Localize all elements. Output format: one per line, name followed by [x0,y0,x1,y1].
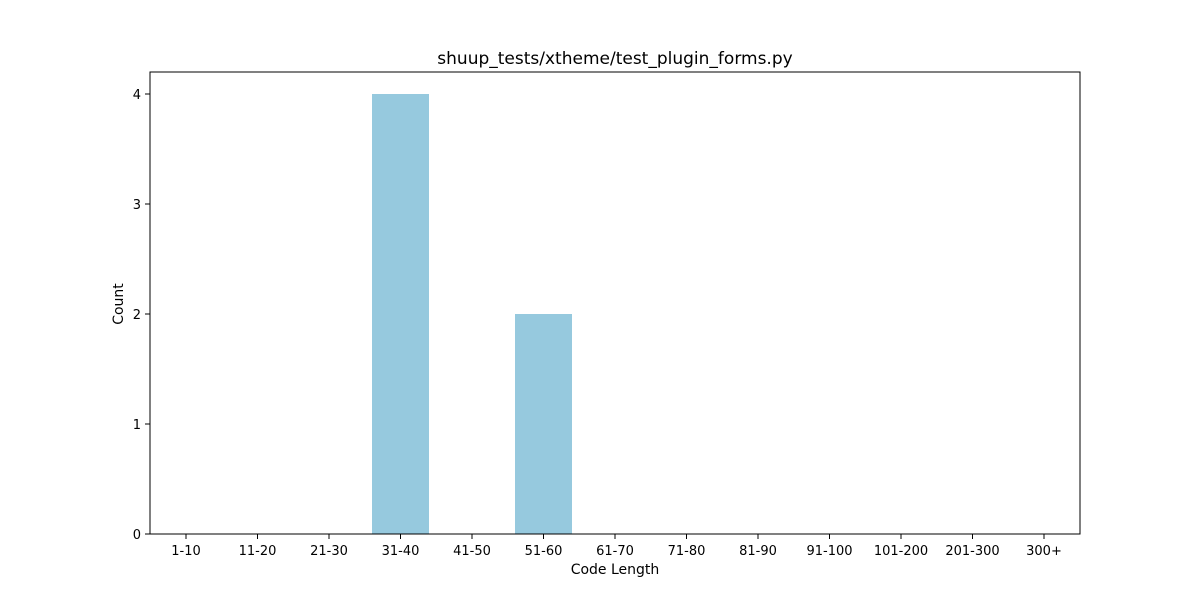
axes-layer: 1-10 11-20 21-30 31-40 41-50 51-60 61-70 71-80 8… [133,71,1081,559]
x-tick-label: 201-300 [945,544,999,559]
x-tick-label: 31-40 [382,544,420,559]
y-tick-label: 4 [133,88,141,103]
x-tick-label: 1-10 [171,544,201,559]
plot-frame [149,71,1081,535]
x-tick-label: 51-60 [525,544,563,559]
bars-layer [372,94,572,534]
x-tick-label: 81-90 [739,544,777,559]
x-tick-label: 101-200 [874,544,928,559]
x-tick-label: 11-20 [239,544,277,559]
y-tick-label: 0 [133,528,141,543]
x-tick-label: 91-100 [806,544,852,559]
y-tick-label: 3 [133,198,141,213]
x-tick-label: 21-30 [310,544,348,559]
x-tick-label: 41-50 [453,544,491,559]
chart-title: shuup_tests/xtheme/test_plugin_forms.py [437,49,792,69]
x-tick-label: 300+ [1026,544,1062,559]
x-tick-label: 71-80 [668,544,706,559]
y-tick-label: 2 [133,308,141,323]
x-tick-label: 61-70 [596,544,634,559]
bar-31-40 [372,94,429,534]
x-axis-label: Code Length [571,562,660,578]
y-tick-label: 1 [133,418,141,433]
bar-51-60 [515,314,572,534]
y-axis-label: Count [111,283,127,325]
